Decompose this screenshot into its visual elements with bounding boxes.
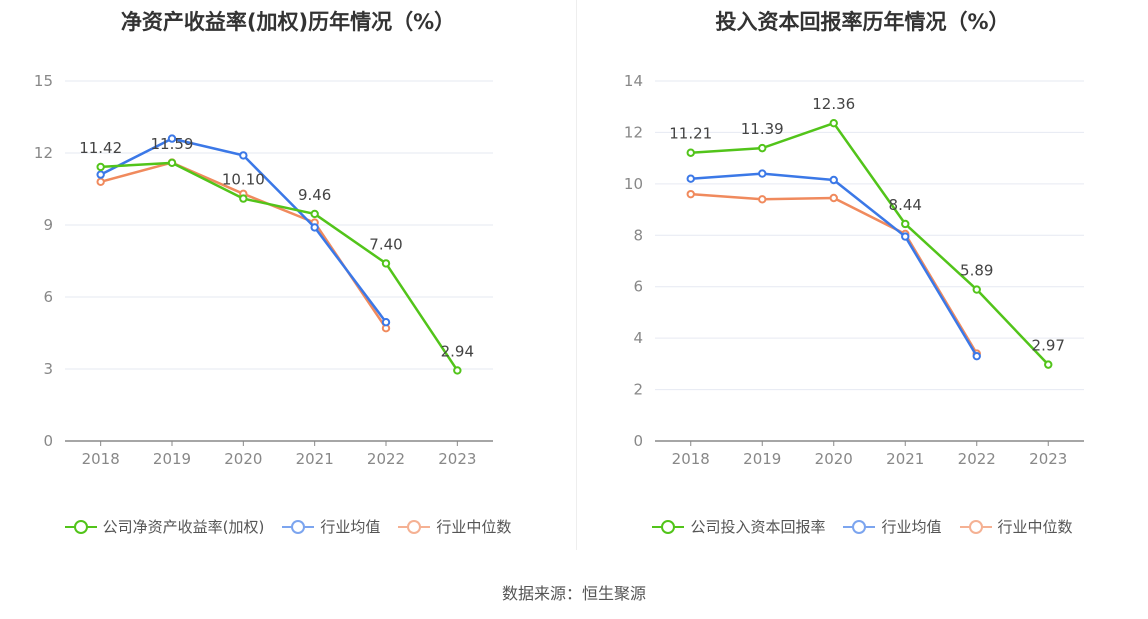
data-point[interactable]: [381, 318, 391, 327]
legend-label: 公司投入资本回报率: [690, 518, 826, 536]
y-tick-label: 10: [624, 175, 643, 193]
data-point[interactable]: [829, 175, 838, 185]
roic-line-chart: 0 2 4 6 8 10 12 14 2018 2019 2020 2021 2022 2023 11.21…: [624, 72, 1084, 468]
series-line: [100, 137, 387, 323]
y-tick-label: 15: [34, 72, 53, 90]
data-label: 2.94: [441, 342, 474, 360]
series-line: [690, 121, 1050, 366]
roe-line-chart: 0 3 6 9 12 15 2018 2019 2020 2021 2022 2023 11.42 11.…: [34, 72, 493, 468]
data-point[interactable]: [96, 177, 105, 187]
data-label: 10.10: [222, 171, 265, 189]
data-label: 5.89: [960, 262, 993, 280]
data-point[interactable]: [972, 351, 981, 361]
data-point[interactable]: [239, 151, 248, 160]
legend-marker-icon: [652, 519, 685, 534]
x-tick-label: 2021: [296, 450, 334, 468]
series-line: [100, 161, 459, 372]
data-label: 9.46: [298, 186, 331, 204]
data-point[interactable]: [96, 170, 105, 179]
data-point[interactable]: [381, 259, 391, 268]
legend-label: 行业中位数: [997, 518, 1073, 536]
legend-marker-icon: [843, 519, 876, 534]
data-label: 11.42: [79, 139, 122, 157]
data-point[interactable]: [686, 148, 695, 157]
x-tick-label: 2020: [815, 450, 853, 468]
y-tick-label: 6: [633, 278, 643, 296]
x-tick-label: 2022: [367, 450, 405, 468]
chart-legend: 公司净资产收益率(加权) 行业均值 行业中位数: [0, 516, 576, 537]
legend-label: 公司净资产收益率(加权): [102, 518, 265, 536]
data-label: 7.40: [369, 235, 402, 253]
y-tick-label: 2: [633, 381, 643, 399]
chart-title: 净资产收益率(加权)历年情况（%）: [120, 10, 456, 34]
data-source-note: 数据来源：恒生聚源: [501, 584, 646, 603]
x-tick-label: 2023: [438, 450, 476, 468]
y-tick-label: 0: [43, 432, 53, 450]
data-point[interactable]: [310, 223, 319, 232]
chart-legend: 公司投入资本回报率 行业均值 行业中位数: [577, 516, 1148, 537]
data-point[interactable]: [901, 219, 910, 229]
panel-divider: [576, 0, 577, 550]
legend-label: 行业均值: [320, 518, 381, 536]
data-point[interactable]: [758, 169, 767, 178]
y-tick-label: 4: [633, 329, 643, 347]
y-tick-label: 12: [624, 123, 643, 141]
legend-item[interactable]: 公司净资产收益率(加权): [64, 516, 265, 537]
data-label: 11.21: [669, 125, 712, 143]
x-tick-label: 2023: [1029, 450, 1067, 468]
legend-item[interactable]: 行业中位数: [959, 516, 1073, 537]
series-line: [690, 192, 978, 355]
data-point[interactable]: [96, 162, 105, 172]
data-label: 2.97: [1032, 337, 1065, 355]
x-tick-label: 2021: [886, 450, 924, 468]
legend-label: 行业均值: [881, 518, 942, 536]
x-tick-label: 2020: [224, 450, 262, 468]
legend-item[interactable]: 公司投入资本回报率: [652, 516, 825, 537]
x-tick-label: 2018: [82, 450, 120, 468]
chart-title: 投入资本回报率历年情况（%）: [715, 10, 1010, 34]
data-point[interactable]: [758, 143, 767, 153]
y-tick-label: 8: [633, 226, 643, 244]
data-point[interactable]: [901, 232, 910, 241]
data-point[interactable]: [453, 366, 462, 375]
legend-item[interactable]: 行业均值: [282, 516, 380, 537]
legend-marker-icon: [64, 519, 97, 534]
legend-marker-icon: [959, 519, 992, 534]
legend-item[interactable]: 行业中位数: [398, 516, 511, 537]
data-point[interactable]: [310, 209, 319, 219]
y-tick-label: 3: [43, 360, 53, 378]
y-tick-label: 12: [34, 144, 53, 162]
data-label: 8.44: [889, 196, 922, 214]
x-tick-label: 2018: [672, 450, 710, 468]
data-label: 12.36: [812, 95, 855, 113]
y-tick-label: 6: [43, 288, 53, 306]
data-point[interactable]: [239, 194, 248, 203]
data-point[interactable]: [686, 189, 695, 199]
data-label: 11.39: [741, 120, 784, 138]
x-tick-label: 2022: [958, 450, 996, 468]
x-tick-label: 2019: [743, 450, 781, 468]
data-label: 11.59: [151, 135, 194, 153]
roe-chart-panel: 净资产收益率(加权)历年情况（%） 0 3 6 9 12 15 2018 2019 2020 20…: [0, 0, 576, 560]
roic-chart-panel: 投入资本回报率历年情况（%） 0 2 4 6 8 10 12 14 2018 2019 2020 20…: [577, 0, 1148, 560]
legend-marker-icon: [398, 519, 431, 534]
data-point[interactable]: [167, 158, 177, 168]
data-point[interactable]: [972, 285, 981, 294]
data-point[interactable]: [686, 174, 695, 183]
x-tick-label: 2019: [153, 450, 191, 468]
data-point[interactable]: [829, 118, 838, 128]
y-tick-label: 9: [43, 216, 53, 234]
data-point[interactable]: [758, 195, 767, 204]
data-point[interactable]: [829, 193, 838, 203]
legend-label: 行业中位数: [436, 518, 512, 536]
y-tick-label: 0: [633, 432, 643, 450]
legend-item[interactable]: 行业均值: [843, 516, 942, 537]
legend-marker-icon: [282, 519, 315, 534]
data-point[interactable]: [167, 134, 177, 143]
data-point[interactable]: [1044, 360, 1053, 369]
y-tick-label: 14: [624, 72, 643, 90]
